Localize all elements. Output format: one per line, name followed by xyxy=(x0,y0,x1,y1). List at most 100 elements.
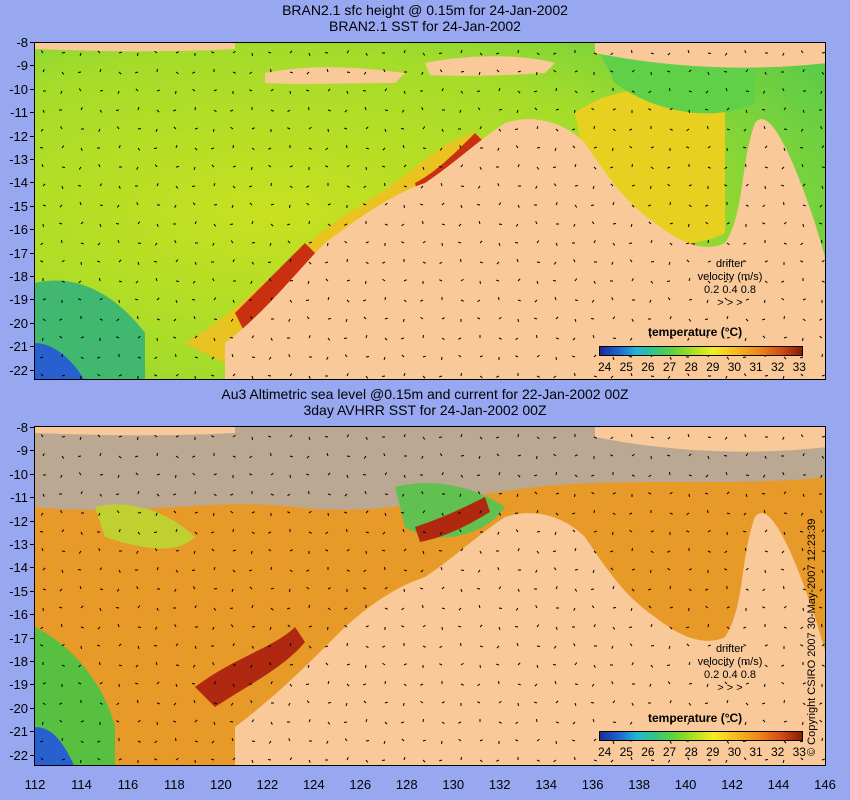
current-arrow xyxy=(382,531,386,535)
current-arrow xyxy=(270,607,274,611)
current-arrow xyxy=(669,491,673,495)
current-arrow xyxy=(97,373,101,377)
current-arrow xyxy=(269,626,272,631)
current-arrow xyxy=(821,71,825,75)
current-arrow xyxy=(173,510,177,514)
current-arrow xyxy=(783,626,787,629)
top-y-tick: -10 xyxy=(2,83,35,96)
current-arrow xyxy=(326,356,329,360)
current-arrow xyxy=(592,185,595,190)
current-arrow xyxy=(346,299,350,303)
current-arrow xyxy=(250,664,253,668)
current-arrow xyxy=(156,567,159,571)
current-arrow xyxy=(669,128,673,131)
current-arrow xyxy=(194,335,198,339)
current-arrow xyxy=(460,278,464,282)
current-arrow xyxy=(154,548,158,552)
current-arrow xyxy=(270,223,274,227)
current-arrow xyxy=(99,493,103,497)
current-arrow xyxy=(210,147,215,150)
current-arrow xyxy=(742,146,747,149)
current-arrow xyxy=(724,297,728,301)
current-arrow xyxy=(383,740,386,745)
colorbar-tick-label: 33 xyxy=(792,360,806,374)
current-arrow xyxy=(495,52,500,55)
current-arrow xyxy=(725,87,728,92)
current-arrow xyxy=(137,490,140,495)
current-arrow xyxy=(800,50,804,54)
current-arrow xyxy=(686,128,690,132)
current-arrow xyxy=(745,567,749,571)
current-arrow xyxy=(154,758,158,761)
current-arrow xyxy=(362,299,367,302)
current-arrow xyxy=(326,68,329,73)
current-arrow xyxy=(268,147,272,150)
current-arrow xyxy=(438,759,443,762)
current-arrow xyxy=(154,242,158,246)
current-arrow xyxy=(517,278,521,282)
current-arrow xyxy=(745,702,749,706)
bottom-y-tick: -8 xyxy=(2,421,35,434)
current-arrow xyxy=(496,69,500,73)
current-arrow xyxy=(118,758,122,761)
colorbar-tick-label: 27 xyxy=(662,745,677,759)
current-arrow xyxy=(156,223,159,227)
current-arrow xyxy=(232,165,237,168)
current-arrow xyxy=(744,434,747,438)
current-arrow xyxy=(441,586,445,590)
current-arrow xyxy=(705,204,709,207)
current-arrow xyxy=(248,185,253,188)
current-arrow xyxy=(536,166,540,170)
current-arrow xyxy=(305,473,310,476)
top-y-tick: -11 xyxy=(2,106,35,119)
current-arrow xyxy=(403,299,407,303)
current-arrow xyxy=(99,681,103,685)
current-arrow xyxy=(422,645,426,648)
drifter-scale-arrows: > > > xyxy=(717,297,743,309)
current-arrow xyxy=(572,721,576,725)
current-arrow xyxy=(382,147,386,151)
current-arrow xyxy=(325,549,329,552)
current-arrow xyxy=(762,474,766,478)
current-arrow xyxy=(743,626,747,629)
current-arrow xyxy=(135,664,139,668)
current-arrow xyxy=(498,626,501,631)
current-arrow xyxy=(42,567,46,571)
current-arrow xyxy=(783,356,787,360)
current-arrow xyxy=(533,317,538,320)
current-arrow xyxy=(536,759,540,762)
current-arrow xyxy=(116,588,120,592)
current-arrow xyxy=(80,605,84,609)
current-arrow xyxy=(288,354,291,358)
current-arrow xyxy=(232,549,237,552)
current-arrow xyxy=(402,144,405,149)
x-tick: 118 xyxy=(164,777,185,792)
current-arrow xyxy=(175,528,178,533)
current-arrow xyxy=(421,491,424,495)
current-arrow xyxy=(591,474,595,477)
current-arrow xyxy=(743,259,747,263)
current-arrow xyxy=(498,512,502,516)
current-arrow xyxy=(460,299,464,302)
current-arrow xyxy=(573,643,576,647)
bottom-y-tick: -10 xyxy=(2,468,35,481)
current-arrow xyxy=(213,493,217,497)
current-arrow xyxy=(612,242,616,246)
current-arrow xyxy=(422,739,427,742)
current-arrow xyxy=(497,183,500,187)
x-tick: 136 xyxy=(581,777,604,792)
current-arrow xyxy=(192,586,196,590)
current-arrow xyxy=(174,588,177,592)
current-arrow xyxy=(761,702,766,705)
current-arrow xyxy=(742,530,747,533)
current-arrow xyxy=(726,222,730,225)
current-arrow xyxy=(155,661,158,666)
current-arrow xyxy=(516,642,519,647)
current-arrow xyxy=(346,164,350,168)
current-arrow xyxy=(762,719,766,723)
current-arrow xyxy=(42,588,47,591)
current-arrow xyxy=(438,375,443,378)
current-arrow xyxy=(745,69,749,73)
current-arrow xyxy=(631,662,634,666)
hot-coast-rim-bottom xyxy=(195,627,305,707)
